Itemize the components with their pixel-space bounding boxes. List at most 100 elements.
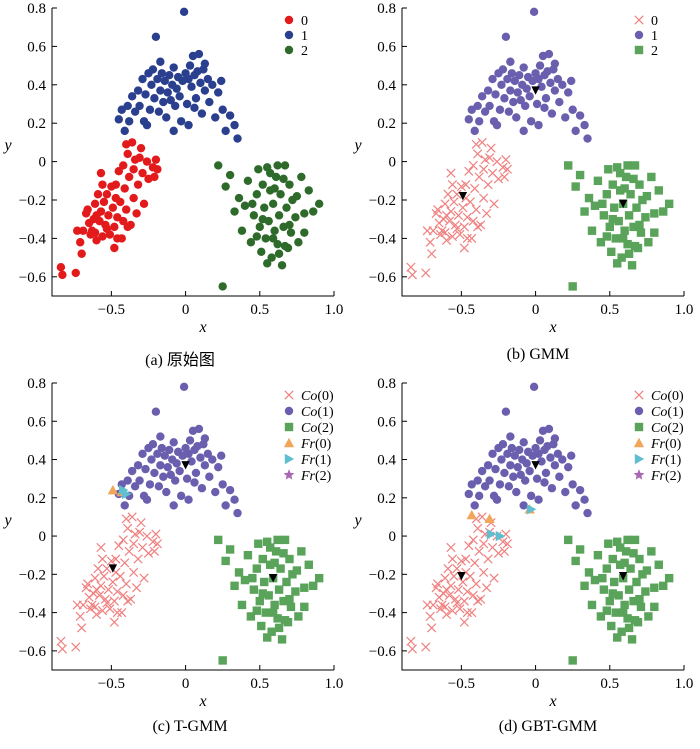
point-co1 (230, 495, 239, 504)
point-co2 (274, 585, 284, 594)
point-c0 (113, 234, 122, 243)
point-co1 (571, 126, 580, 136)
point-co1 (522, 459, 531, 468)
point-co1 (546, 78, 555, 88)
x-axis-label: x (548, 319, 556, 336)
point-co2 (602, 190, 612, 199)
point-c2 (280, 241, 290, 251)
point-co2 (286, 602, 296, 612)
point-co2 (599, 585, 609, 594)
point-co1 (123, 476, 132, 485)
y-tick-label: 0.4 (377, 78, 396, 94)
point-co2 (255, 596, 264, 606)
point-co2 (642, 191, 652, 201)
point-co1 (477, 92, 487, 101)
point-co1 (506, 432, 515, 441)
point-c2 (237, 226, 247, 235)
point-c2 (270, 184, 279, 193)
point-c2 (314, 199, 324, 209)
legend-label-fr2: Fr(2) (300, 469, 332, 484)
panel-c: −0.5 0 0.5 1.0 0.8 0.6 0.4 0.2 0 −0.2 −0.4 −0.6 x y Co… (2, 376, 343, 710)
cluster-center (457, 572, 466, 581)
point-co2 (277, 635, 287, 644)
point-co2 (638, 570, 647, 579)
point-c0 (102, 190, 112, 199)
point-c2 (274, 249, 284, 258)
point-co0 (149, 546, 160, 556)
point-co0 (473, 149, 483, 159)
point-co2 (240, 575, 250, 585)
point-co2 (613, 163, 622, 172)
point-co0 (129, 567, 139, 578)
point-co1 (575, 485, 585, 495)
point-c0 (120, 184, 129, 193)
axes-a (51, 8, 334, 297)
panel-b: −0.5 0 0.5 1.00.80.60.40.20−0.2−0.4−0.6xy01… (352, 1, 693, 336)
point-co1 (191, 468, 201, 478)
point-c1 (184, 120, 193, 130)
axes-b (401, 8, 684, 297)
point-co1 (520, 101, 530, 111)
point-fr1 (495, 530, 506, 542)
point-co0 (118, 590, 128, 601)
point-co1 (495, 480, 505, 489)
point-co2 (629, 222, 638, 232)
legend-marker-fr1 (284, 453, 295, 465)
point-co1 (221, 501, 230, 510)
point-co2 (611, 608, 620, 617)
point-co1 (571, 501, 580, 510)
point-co1 (507, 443, 517, 453)
legend-marker-fr2 (283, 469, 295, 480)
point-c0 (76, 238, 85, 247)
point-c1 (133, 86, 143, 95)
point-co1 (135, 476, 144, 485)
point-c0 (108, 203, 118, 212)
point-co1 (513, 462, 522, 472)
point-co0 (143, 548, 154, 558)
point-co2 (608, 554, 617, 564)
x-tick-label: 1.0 (675, 302, 694, 318)
point-c1 (200, 59, 210, 68)
point-co1 (151, 407, 161, 416)
point-co0 (427, 249, 437, 259)
point-c0 (71, 268, 80, 278)
point-fr0 (466, 509, 477, 520)
point-c0 (123, 222, 132, 232)
point-c2 (221, 182, 230, 191)
point-co2 (632, 577, 641, 587)
x-tick-label: 0 (532, 676, 540, 692)
cluster-center (108, 564, 118, 573)
point-co0 (462, 233, 472, 244)
point-c2 (309, 207, 318, 216)
point-co2 (593, 551, 603, 560)
point-co2 (268, 608, 278, 617)
point-co2 (270, 600, 279, 610)
point-co1 (513, 88, 522, 97)
point-co2 (618, 608, 628, 617)
point-co0 (432, 204, 443, 215)
point-co0 (467, 233, 477, 244)
point-co1 (553, 74, 563, 84)
point-co1 (133, 461, 143, 470)
point-co0 (134, 527, 145, 537)
point-co0 (82, 579, 93, 589)
point-c2 (292, 191, 302, 201)
point-c0 (89, 215, 98, 224)
point-co1 (218, 480, 227, 489)
y-tick-label: 0.6 (27, 414, 46, 430)
point-co1 (568, 480, 577, 489)
point-c0 (151, 155, 161, 164)
point-co2 (650, 583, 659, 592)
point-c1 (127, 92, 137, 101)
point-co2 (300, 583, 309, 592)
point-co1 (541, 94, 551, 103)
point-c1 (194, 49, 204, 59)
point-co0 (484, 153, 495, 163)
point-co0 (458, 203, 468, 213)
point-co1 (506, 57, 515, 66)
point-co2 (304, 560, 313, 569)
point-c2 (270, 226, 279, 235)
point-co0 (479, 164, 489, 174)
point-co2 (608, 180, 617, 189)
point-co0 (455, 604, 465, 614)
